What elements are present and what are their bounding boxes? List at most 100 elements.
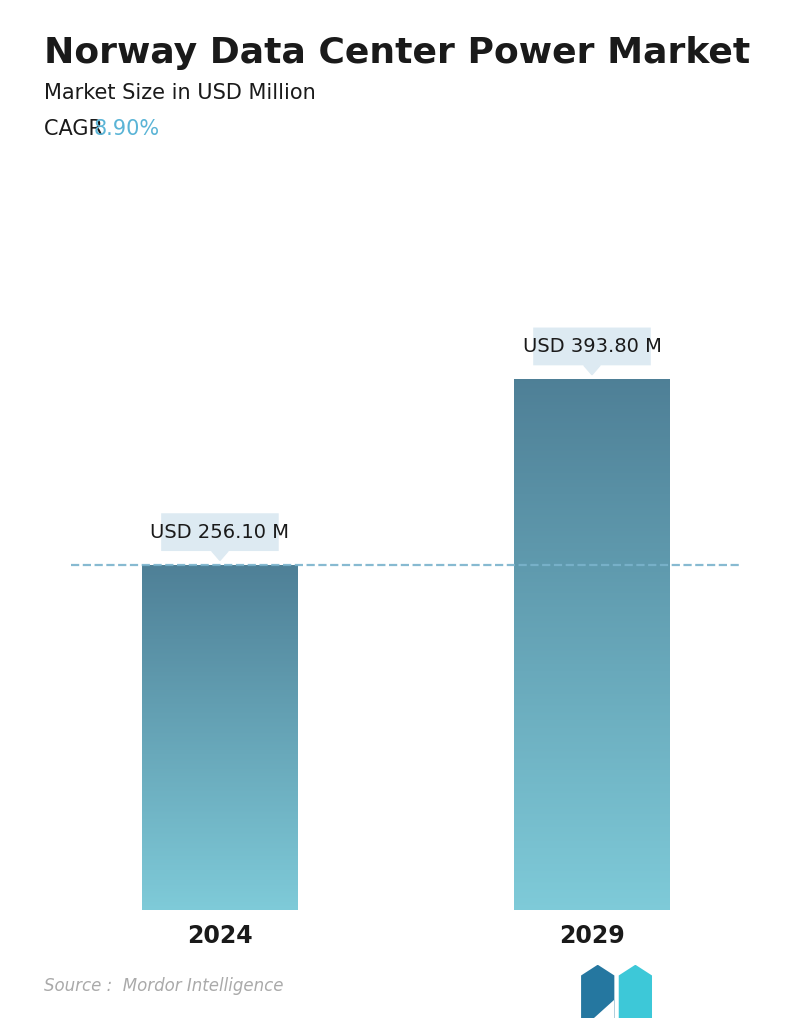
- Bar: [514, 607, 670, 609]
- Bar: [142, 677, 298, 678]
- Bar: [514, 577, 670, 579]
- Bar: [514, 761, 670, 763]
- Bar: [514, 766, 670, 768]
- Bar: [514, 480, 670, 482]
- Bar: [142, 895, 298, 896]
- Bar: [142, 652, 298, 653]
- Bar: [514, 383, 670, 384]
- Bar: [142, 710, 298, 711]
- Bar: [514, 778, 670, 779]
- Bar: [142, 604, 298, 605]
- Bar: [514, 410, 670, 413]
- Bar: [142, 851, 298, 852]
- Bar: [514, 719, 670, 721]
- Bar: [514, 460, 670, 462]
- Bar: [142, 744, 298, 746]
- Bar: [142, 682, 298, 683]
- Text: USD 256.10 M: USD 256.10 M: [150, 522, 290, 542]
- Bar: [514, 850, 670, 851]
- Bar: [514, 773, 670, 776]
- Bar: [514, 736, 670, 738]
- Bar: [514, 768, 670, 770]
- Bar: [514, 503, 670, 505]
- Bar: [142, 899, 298, 900]
- Bar: [142, 716, 298, 717]
- Bar: [514, 653, 670, 655]
- Bar: [514, 561, 670, 562]
- Bar: [142, 613, 298, 614]
- Bar: [142, 830, 298, 831]
- Bar: [142, 776, 298, 777]
- Bar: [142, 691, 298, 693]
- Bar: [514, 494, 670, 495]
- Bar: [142, 901, 298, 902]
- Bar: [142, 591, 298, 592]
- Bar: [142, 619, 298, 621]
- Bar: [514, 507, 670, 508]
- Bar: [514, 535, 670, 537]
- Bar: [142, 903, 298, 904]
- Bar: [142, 807, 298, 808]
- Bar: [142, 608, 298, 609]
- Bar: [142, 811, 298, 812]
- Bar: [142, 847, 298, 848]
- Bar: [142, 863, 298, 865]
- Bar: [142, 657, 298, 658]
- Bar: [514, 779, 670, 781]
- Bar: [514, 862, 670, 863]
- Bar: [514, 649, 670, 651]
- Bar: [142, 751, 298, 752]
- Bar: [142, 881, 298, 882]
- Bar: [514, 443, 670, 445]
- Bar: [514, 602, 670, 604]
- Bar: [142, 785, 298, 786]
- Bar: [142, 577, 298, 578]
- Bar: [142, 872, 298, 873]
- Bar: [514, 898, 670, 900]
- Bar: [142, 655, 298, 656]
- Bar: [142, 736, 298, 737]
- Bar: [142, 898, 298, 899]
- Bar: [514, 505, 670, 507]
- Bar: [142, 737, 298, 738]
- Bar: [142, 678, 298, 679]
- Bar: [142, 640, 298, 642]
- Bar: [514, 542, 670, 544]
- Bar: [142, 800, 298, 801]
- Bar: [142, 634, 298, 635]
- Bar: [142, 688, 298, 689]
- Bar: [142, 817, 298, 818]
- Bar: [142, 731, 298, 733]
- Bar: [142, 583, 298, 584]
- Bar: [142, 639, 298, 640]
- Bar: [514, 662, 670, 664]
- Bar: [142, 823, 298, 825]
- Bar: [514, 600, 670, 602]
- Bar: [514, 858, 670, 860]
- Bar: [514, 609, 670, 611]
- Bar: [142, 724, 298, 725]
- Bar: [142, 610, 298, 612]
- Bar: [514, 820, 670, 821]
- Bar: [514, 857, 670, 858]
- Text: Market Size in USD Million: Market Size in USD Million: [44, 83, 315, 102]
- Bar: [514, 402, 670, 403]
- Bar: [142, 879, 298, 880]
- Bar: [514, 567, 670, 569]
- Bar: [514, 430, 670, 432]
- Bar: [142, 695, 298, 696]
- Bar: [142, 878, 298, 879]
- Bar: [142, 909, 298, 910]
- Bar: [514, 445, 670, 446]
- Bar: [142, 874, 298, 876]
- Bar: [514, 525, 670, 527]
- Bar: [514, 428, 670, 430]
- Bar: [514, 384, 670, 386]
- Bar: [514, 754, 670, 756]
- Bar: [142, 642, 298, 643]
- Bar: [514, 483, 670, 485]
- Bar: [142, 819, 298, 820]
- Bar: [514, 717, 670, 719]
- Bar: [142, 720, 298, 721]
- Bar: [514, 621, 670, 624]
